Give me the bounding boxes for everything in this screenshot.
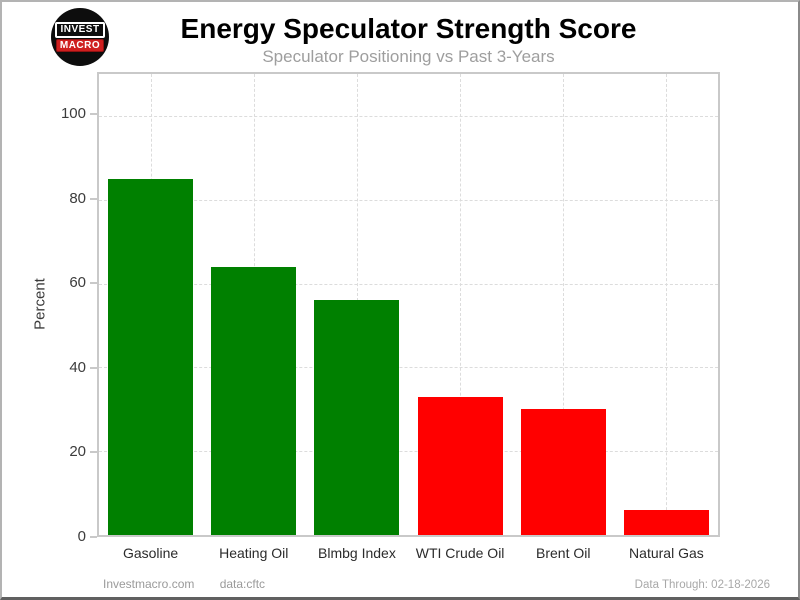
bar-brent-oil xyxy=(520,409,606,535)
v-gridline xyxy=(460,74,462,535)
x-tick-label: WTI Crude Oil xyxy=(415,545,505,561)
footer-source-text: data:cftc xyxy=(219,577,266,591)
bar-natural-gas xyxy=(623,509,709,535)
y-tick-mark xyxy=(90,451,97,454)
x-tick-label: Gasoline xyxy=(122,545,179,561)
footer-left: Investmacro.com data:cftc xyxy=(103,577,265,591)
bar-blmbg-index xyxy=(314,300,400,535)
x-tick-label: Heating Oil xyxy=(219,545,289,561)
y-tick-mark xyxy=(90,113,97,116)
x-tick-label: Brent Oil xyxy=(536,545,591,561)
y-tick-label: 100 xyxy=(60,105,86,123)
h-gridline xyxy=(99,199,718,201)
chart-subtitle: Speculator Positioning vs Past 3-Years xyxy=(262,47,555,66)
y-tick-label: 0 xyxy=(77,528,86,545)
y-tick-label: 20 xyxy=(69,443,86,461)
plot-area xyxy=(97,72,720,537)
h-gridline xyxy=(99,451,718,453)
bar-gasoline xyxy=(108,178,194,535)
y-tick-label: 40 xyxy=(69,358,86,376)
v-gridline xyxy=(666,74,668,535)
footer-site-text: Investmacro.com xyxy=(103,577,195,591)
y-tick-mark xyxy=(90,536,97,538)
y-tick-label: 80 xyxy=(69,189,86,207)
h-gridline xyxy=(99,283,718,285)
y-tick-mark xyxy=(90,282,97,285)
chart-title: Energy Speculator Strength Score xyxy=(180,13,637,44)
h-gridline xyxy=(99,367,718,369)
logo-macro-text: MACRO xyxy=(55,39,105,52)
investmacro-logo: INVEST MACRO xyxy=(51,8,109,66)
y-tick-mark xyxy=(90,197,97,200)
bar-wti-crude-oil xyxy=(417,396,503,535)
bar-heating-oil xyxy=(211,266,297,535)
h-gridline xyxy=(99,115,718,117)
x-tick-label: Blmbg Index xyxy=(317,545,396,561)
footer-data-through: Data Through: 02-18-2026 xyxy=(634,579,770,591)
logo-invest-text: INVEST xyxy=(55,22,105,38)
x-tick-label: Natural Gas xyxy=(629,545,704,561)
v-gridline xyxy=(563,74,565,535)
y-tick-mark xyxy=(90,366,97,369)
y-tick-label: 60 xyxy=(69,274,86,292)
